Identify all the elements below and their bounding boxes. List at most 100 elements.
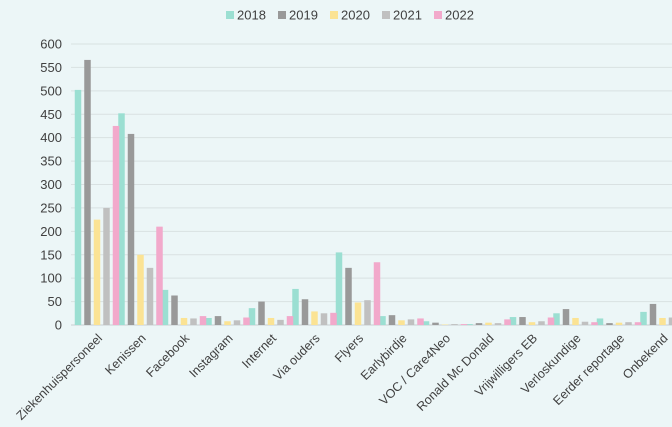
bar-2018 bbox=[292, 288, 299, 325]
legend-swatch-2021 bbox=[382, 11, 390, 19]
legend-label: 2021 bbox=[393, 8, 422, 23]
bar-2019 bbox=[649, 303, 657, 325]
bar-2021 bbox=[364, 300, 371, 325]
y-tick-label: 100 bbox=[40, 271, 62, 286]
bar-2019 bbox=[214, 316, 222, 325]
category-label: Flyers bbox=[332, 331, 366, 365]
legend-label: 2018 bbox=[237, 8, 266, 23]
bar-2021 bbox=[451, 324, 458, 325]
bar-2020 bbox=[485, 322, 492, 325]
bar-2018 bbox=[379, 316, 386, 325]
bar-2019 bbox=[171, 295, 178, 325]
bar-2020 bbox=[354, 302, 362, 325]
y-tick-label: 300 bbox=[40, 177, 62, 192]
bar-2022 bbox=[504, 319, 511, 325]
bar-2019 bbox=[301, 299, 309, 325]
bar-2018 bbox=[118, 113, 125, 326]
bar-2022 bbox=[417, 318, 424, 325]
bar-2019 bbox=[562, 309, 570, 325]
bar-2021 bbox=[146, 267, 154, 325]
bar-2018 bbox=[335, 252, 343, 325]
category-label: Internet bbox=[239, 331, 279, 371]
bar-2018 bbox=[466, 324, 473, 325]
bar-2021 bbox=[538, 321, 545, 325]
y-tick-label: 450 bbox=[40, 107, 62, 122]
legend-label: 2022 bbox=[445, 8, 474, 23]
bar-2019 bbox=[258, 301, 265, 325]
y-tick-label: 200 bbox=[40, 224, 62, 239]
legend-swatch-2019 bbox=[278, 11, 286, 19]
bar-2018 bbox=[553, 313, 560, 325]
bar-2018 bbox=[248, 308, 256, 325]
legend-label: 2019 bbox=[289, 8, 318, 23]
bar-2019 bbox=[519, 317, 526, 325]
bar-2020 bbox=[93, 219, 101, 325]
bar-2022 bbox=[199, 316, 207, 325]
category-label: Facebook bbox=[143, 331, 192, 380]
bar-2019 bbox=[345, 267, 352, 325]
y-tick-label: 0 bbox=[55, 318, 62, 333]
y-tick-label: 50 bbox=[48, 294, 62, 309]
legend-swatch-2018 bbox=[226, 11, 234, 19]
bar-2020 bbox=[615, 322, 623, 325]
bar-2021 bbox=[320, 313, 328, 325]
category-label: Onbekend bbox=[620, 331, 671, 382]
bar-2020 bbox=[137, 254, 144, 325]
category-label: Ronald Mc Donald bbox=[414, 331, 497, 414]
bar-2020 bbox=[398, 320, 405, 325]
bar-2021 bbox=[625, 322, 632, 325]
y-tick-label: 600 bbox=[40, 37, 62, 52]
bar-2018 bbox=[596, 318, 604, 325]
y-tick-label: 150 bbox=[40, 247, 62, 262]
bar-2021 bbox=[233, 320, 241, 325]
bar-2019 bbox=[432, 322, 439, 325]
bar-2018 bbox=[640, 311, 647, 325]
bar-2021 bbox=[277, 319, 284, 325]
bar-2018 bbox=[422, 321, 430, 325]
bar-2019 bbox=[127, 133, 135, 325]
category-label: Kenissen bbox=[102, 331, 148, 377]
bar-2022 bbox=[243, 317, 250, 325]
bar-2022 bbox=[286, 316, 294, 325]
y-tick-label: 350 bbox=[40, 154, 62, 169]
bar-2022 bbox=[156, 226, 163, 325]
bar-2022 bbox=[112, 125, 120, 325]
bar-2019 bbox=[84, 59, 91, 325]
bar-2020 bbox=[311, 311, 318, 325]
bar-2022 bbox=[591, 322, 598, 325]
bar-2021 bbox=[668, 317, 672, 325]
bar-2021 bbox=[581, 321, 589, 325]
bar-2018 bbox=[205, 317, 212, 325]
bar-2020 bbox=[528, 322, 536, 325]
bar-2021 bbox=[407, 319, 415, 325]
category-label: Instagram bbox=[186, 331, 235, 380]
bar-2022 bbox=[547, 317, 555, 325]
y-tick-label: 400 bbox=[40, 130, 62, 145]
category-label: Via ouders bbox=[271, 331, 323, 383]
legend-swatch-2022 bbox=[434, 11, 442, 19]
legend-swatch-2020 bbox=[330, 11, 338, 19]
y-tick-label: 250 bbox=[40, 200, 62, 215]
legend-label: 2020 bbox=[341, 8, 370, 23]
bar-2019 bbox=[606, 323, 613, 325]
bar-2018 bbox=[509, 317, 517, 325]
bar-2021 bbox=[494, 323, 502, 325]
bar-2018 bbox=[74, 89, 82, 325]
bar-2020 bbox=[180, 317, 188, 325]
bar-2022 bbox=[373, 262, 381, 325]
bar-2021 bbox=[103, 207, 110, 325]
bar-2019 bbox=[388, 315, 396, 325]
bar-2018 bbox=[161, 289, 169, 325]
y-tick-label: 500 bbox=[40, 83, 62, 98]
bar-2022 bbox=[460, 324, 468, 325]
bar-2020 bbox=[572, 317, 579, 325]
y-tick-label: 550 bbox=[40, 60, 62, 75]
category-label: Ziekenhuispersoneel bbox=[14, 331, 105, 422]
bar-2020 bbox=[224, 321, 231, 325]
bar-2019 bbox=[475, 323, 483, 325]
bar-2021 bbox=[190, 318, 197, 325]
bar-2020 bbox=[659, 317, 666, 325]
bar-2022 bbox=[330, 312, 337, 325]
